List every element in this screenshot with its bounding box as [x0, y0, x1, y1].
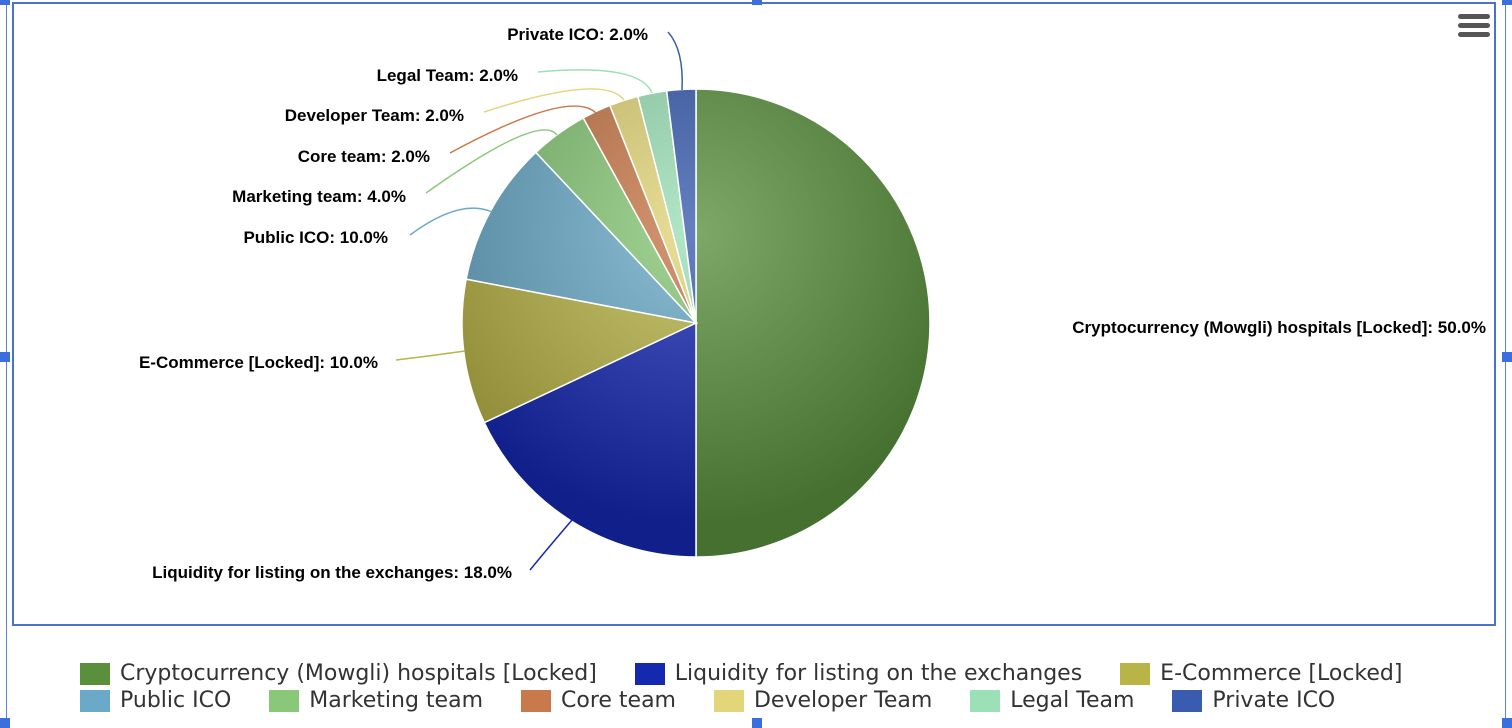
- legend-swatch: [634, 662, 665, 685]
- connector-line-3: [409, 207, 493, 236]
- chart-legend: Cryptocurrency (Mowgli) hospitals [Locke…: [80, 660, 1480, 714]
- legend-label: Developer Team: [753, 688, 933, 713]
- legend-label: Marketing team: [309, 688, 483, 713]
- legend-swatch: [1172, 689, 1203, 712]
- resize-handle-top-left[interactable]: [0, 0, 10, 5]
- chart-menu-button[interactable]: [1452, 8, 1496, 42]
- connector-line-8: [667, 31, 683, 91]
- legend-item-core-team[interactable]: Core team: [521, 688, 676, 713]
- legend-label: Liquidity for listing on the exchanges: [674, 661, 1083, 686]
- resize-handle-top-right[interactable]: [1502, 0, 1512, 5]
- connector-line-2: [395, 350, 466, 361]
- legend-item-marketing-team[interactable]: Marketing team: [269, 688, 483, 713]
- slice-data-label-4: Marketing team: 4.0%: [232, 187, 406, 206]
- legend-label: Legal Team: [1010, 688, 1135, 713]
- connector-line-7: [537, 69, 653, 94]
- legend-swatch: [521, 689, 551, 712]
- connector-line-6: [483, 88, 625, 113]
- hamburger-menu-icon: [1458, 13, 1490, 19]
- slice-data-label-2: E-Commerce [Locked]: 10.0%: [139, 353, 378, 372]
- legend-swatch: [970, 689, 1001, 712]
- legend-row: Cryptocurrency (Mowgli) hospitals [Locke…: [80, 660, 1480, 687]
- legend-label: Public ICO: [120, 688, 232, 713]
- slice-data-label-0: Cryptocurrency (Mowgli) hospitals [Locke…: [1072, 318, 1486, 337]
- legend-item-ecommerce[interactable]: E-Commerce [Locked]: [1120, 661, 1402, 686]
- resize-handle-left[interactable]: [0, 352, 10, 362]
- legend-item-developer-team[interactable]: Developer Team: [713, 688, 933, 713]
- label-connectors: [395, 31, 683, 571]
- legend-swatch: [1120, 662, 1151, 685]
- slice-data-label-7: Legal Team: 2.0%: [377, 66, 518, 85]
- legend-label: Core team: [561, 688, 676, 713]
- connector-line-5: [449, 105, 597, 154]
- legend-item-public-ico[interactable]: Public ICO: [80, 688, 231, 713]
- legend-label: E-Commerce [Locked]: [1160, 661, 1403, 686]
- resize-handle-bottom-left[interactable]: [0, 718, 10, 728]
- resize-handle-top[interactable]: [752, 0, 762, 5]
- resize-handle-bottom[interactable]: [752, 718, 762, 728]
- slice-data-label-6: Developer Team: 2.0%: [285, 106, 464, 125]
- legend-swatch: [713, 689, 744, 712]
- legend-swatch: [80, 662, 110, 685]
- slice-data-label-8: Private ICO: 2.0%: [507, 25, 648, 44]
- connector-line-1: [529, 519, 573, 571]
- legend-row: Public ICO Marketing team Core team Deve…: [80, 687, 1480, 714]
- resize-handle-bottom-right[interactable]: [1502, 718, 1512, 728]
- legend-swatch: [80, 689, 110, 712]
- slice-data-label-1: Liquidity for listing on the exchanges: …: [152, 563, 512, 582]
- pie-slices: [461, 88, 931, 558]
- legend-swatch: [269, 689, 300, 712]
- pie-chart: Cryptocurrency (Mowgli) hospitals [Locke…: [139, 25, 1486, 582]
- pie-slice-3[interactable]: [465, 151, 699, 325]
- connector-line-4: [425, 129, 558, 194]
- slice-data-label-3: Public ICO: 10.0%: [243, 228, 388, 247]
- slice-labels: Cryptocurrency (Mowgli) hospitals [Locke…: [139, 25, 1486, 582]
- legend-item-legal-team[interactable]: Legal Team: [970, 688, 1134, 713]
- legend-item-private-ico[interactable]: Private ICO: [1172, 688, 1335, 713]
- legend-item-hospitals[interactable]: Cryptocurrency (Mowgli) hospitals [Locke…: [80, 661, 597, 686]
- legend-label: Cryptocurrency (Mowgli) hospitals [Locke…: [120, 661, 597, 686]
- legend-label: Private ICO: [1212, 688, 1336, 713]
- resize-handle-right[interactable]: [1502, 352, 1512, 362]
- pie-slice-2[interactable]: [461, 278, 699, 424]
- slice-data-label-5: Core team: 2.0%: [298, 147, 430, 166]
- legend-item-liquidity[interactable]: Liquidity for listing on the exchanges: [634, 661, 1083, 686]
- pie-slice-0[interactable]: [695, 88, 931, 558]
